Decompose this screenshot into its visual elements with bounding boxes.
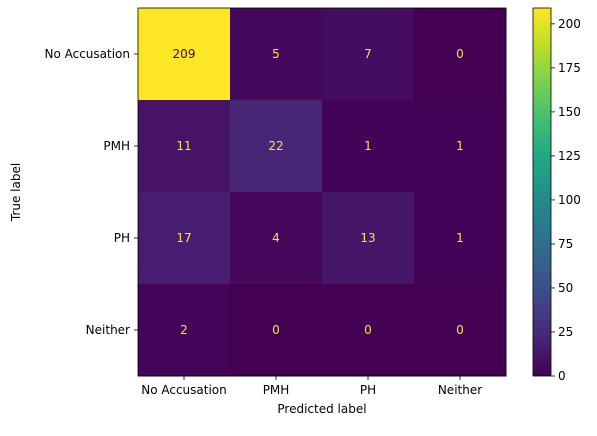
- colorbar-ticks: 0 25 50 75 100 125 150 175 200: [551, 17, 581, 383]
- plot-frame: [137, 7, 507, 377]
- cell-value-label: 0: [364, 323, 372, 337]
- colorbar-tick-label: 25: [558, 325, 573, 339]
- y-tick-label: No Accusation: [44, 47, 130, 61]
- cell-value-label: 4: [272, 231, 280, 245]
- cell-value-label: 0: [456, 47, 464, 61]
- cell-value-label: 22: [268, 139, 283, 153]
- heatmap-cell: [414, 284, 507, 377]
- x-axis-label: Predicted label: [277, 402, 366, 416]
- y-tick-label: PMH: [103, 139, 130, 153]
- cell-value-label: 11: [176, 139, 191, 153]
- heatmap-cell: [138, 8, 231, 101]
- heatmap-cell: [322, 284, 415, 377]
- y-tick-label: PH: [114, 231, 130, 245]
- heatmap-cell: [138, 100, 231, 193]
- x-axis-ticks: No Accusation PMH PH Neither: [141, 376, 482, 397]
- heatmap-cell: [414, 192, 507, 285]
- cell-value-label: 7: [364, 47, 372, 61]
- heatmap-cell: [414, 100, 507, 193]
- cell-value-label: 1: [456, 231, 464, 245]
- heatmap-cell: [138, 192, 231, 285]
- heatmap-cell: [322, 192, 415, 285]
- colorbar-frame: [532, 7, 552, 377]
- cell-value-label: 17: [176, 231, 191, 245]
- cell-value-labels: 209 5 7 011 22 1 117 4 13 12 0 0 0: [173, 47, 464, 337]
- colorbar-tick-label: 0: [558, 369, 566, 383]
- colorbar-tick-label: 75: [558, 237, 573, 251]
- x-tick-label: PMH: [263, 383, 290, 397]
- heatmap-cell: [414, 8, 507, 101]
- x-tick-label: No Accusation: [141, 383, 227, 397]
- colorbar: [533, 8, 551, 376]
- colorbar-tick-label: 175: [558, 61, 581, 75]
- colorbar-tick-label: 50: [558, 281, 573, 295]
- cell-value-label: 209: [173, 47, 196, 61]
- y-axis-label: True label: [9, 163, 23, 222]
- cell-value-label: 1: [364, 139, 372, 153]
- cell-value-label: 0: [272, 323, 280, 337]
- colorbar-tick-label: 200: [558, 17, 581, 31]
- colorbar-tick-label: 150: [558, 105, 581, 119]
- colorbar-tick-label: 125: [558, 149, 581, 163]
- heatmap-cell: [322, 100, 415, 193]
- y-tick-label: Neither: [86, 323, 130, 337]
- cell-value-label: 5: [272, 47, 280, 61]
- colorbar-tick-label: 100: [558, 193, 581, 207]
- heatmap-cell: [230, 284, 323, 377]
- heatmap-cells: [138, 8, 507, 377]
- heatmap-cell: [230, 192, 323, 285]
- cell-value-label: 2: [180, 323, 188, 337]
- x-tick-label: Neither: [438, 383, 482, 397]
- heatmap-cell: [322, 8, 415, 101]
- heatmap-cell: [230, 100, 323, 193]
- x-tick-label: PH: [360, 383, 376, 397]
- y-axis-ticks: No Accusation PMH PH Neither: [44, 47, 138, 337]
- heatmap-cell: [230, 8, 323, 101]
- heatmap-cell: [138, 284, 231, 377]
- cell-value-label: 0: [456, 323, 464, 337]
- cell-value-label: 13: [360, 231, 375, 245]
- cell-value-label: 1: [456, 139, 464, 153]
